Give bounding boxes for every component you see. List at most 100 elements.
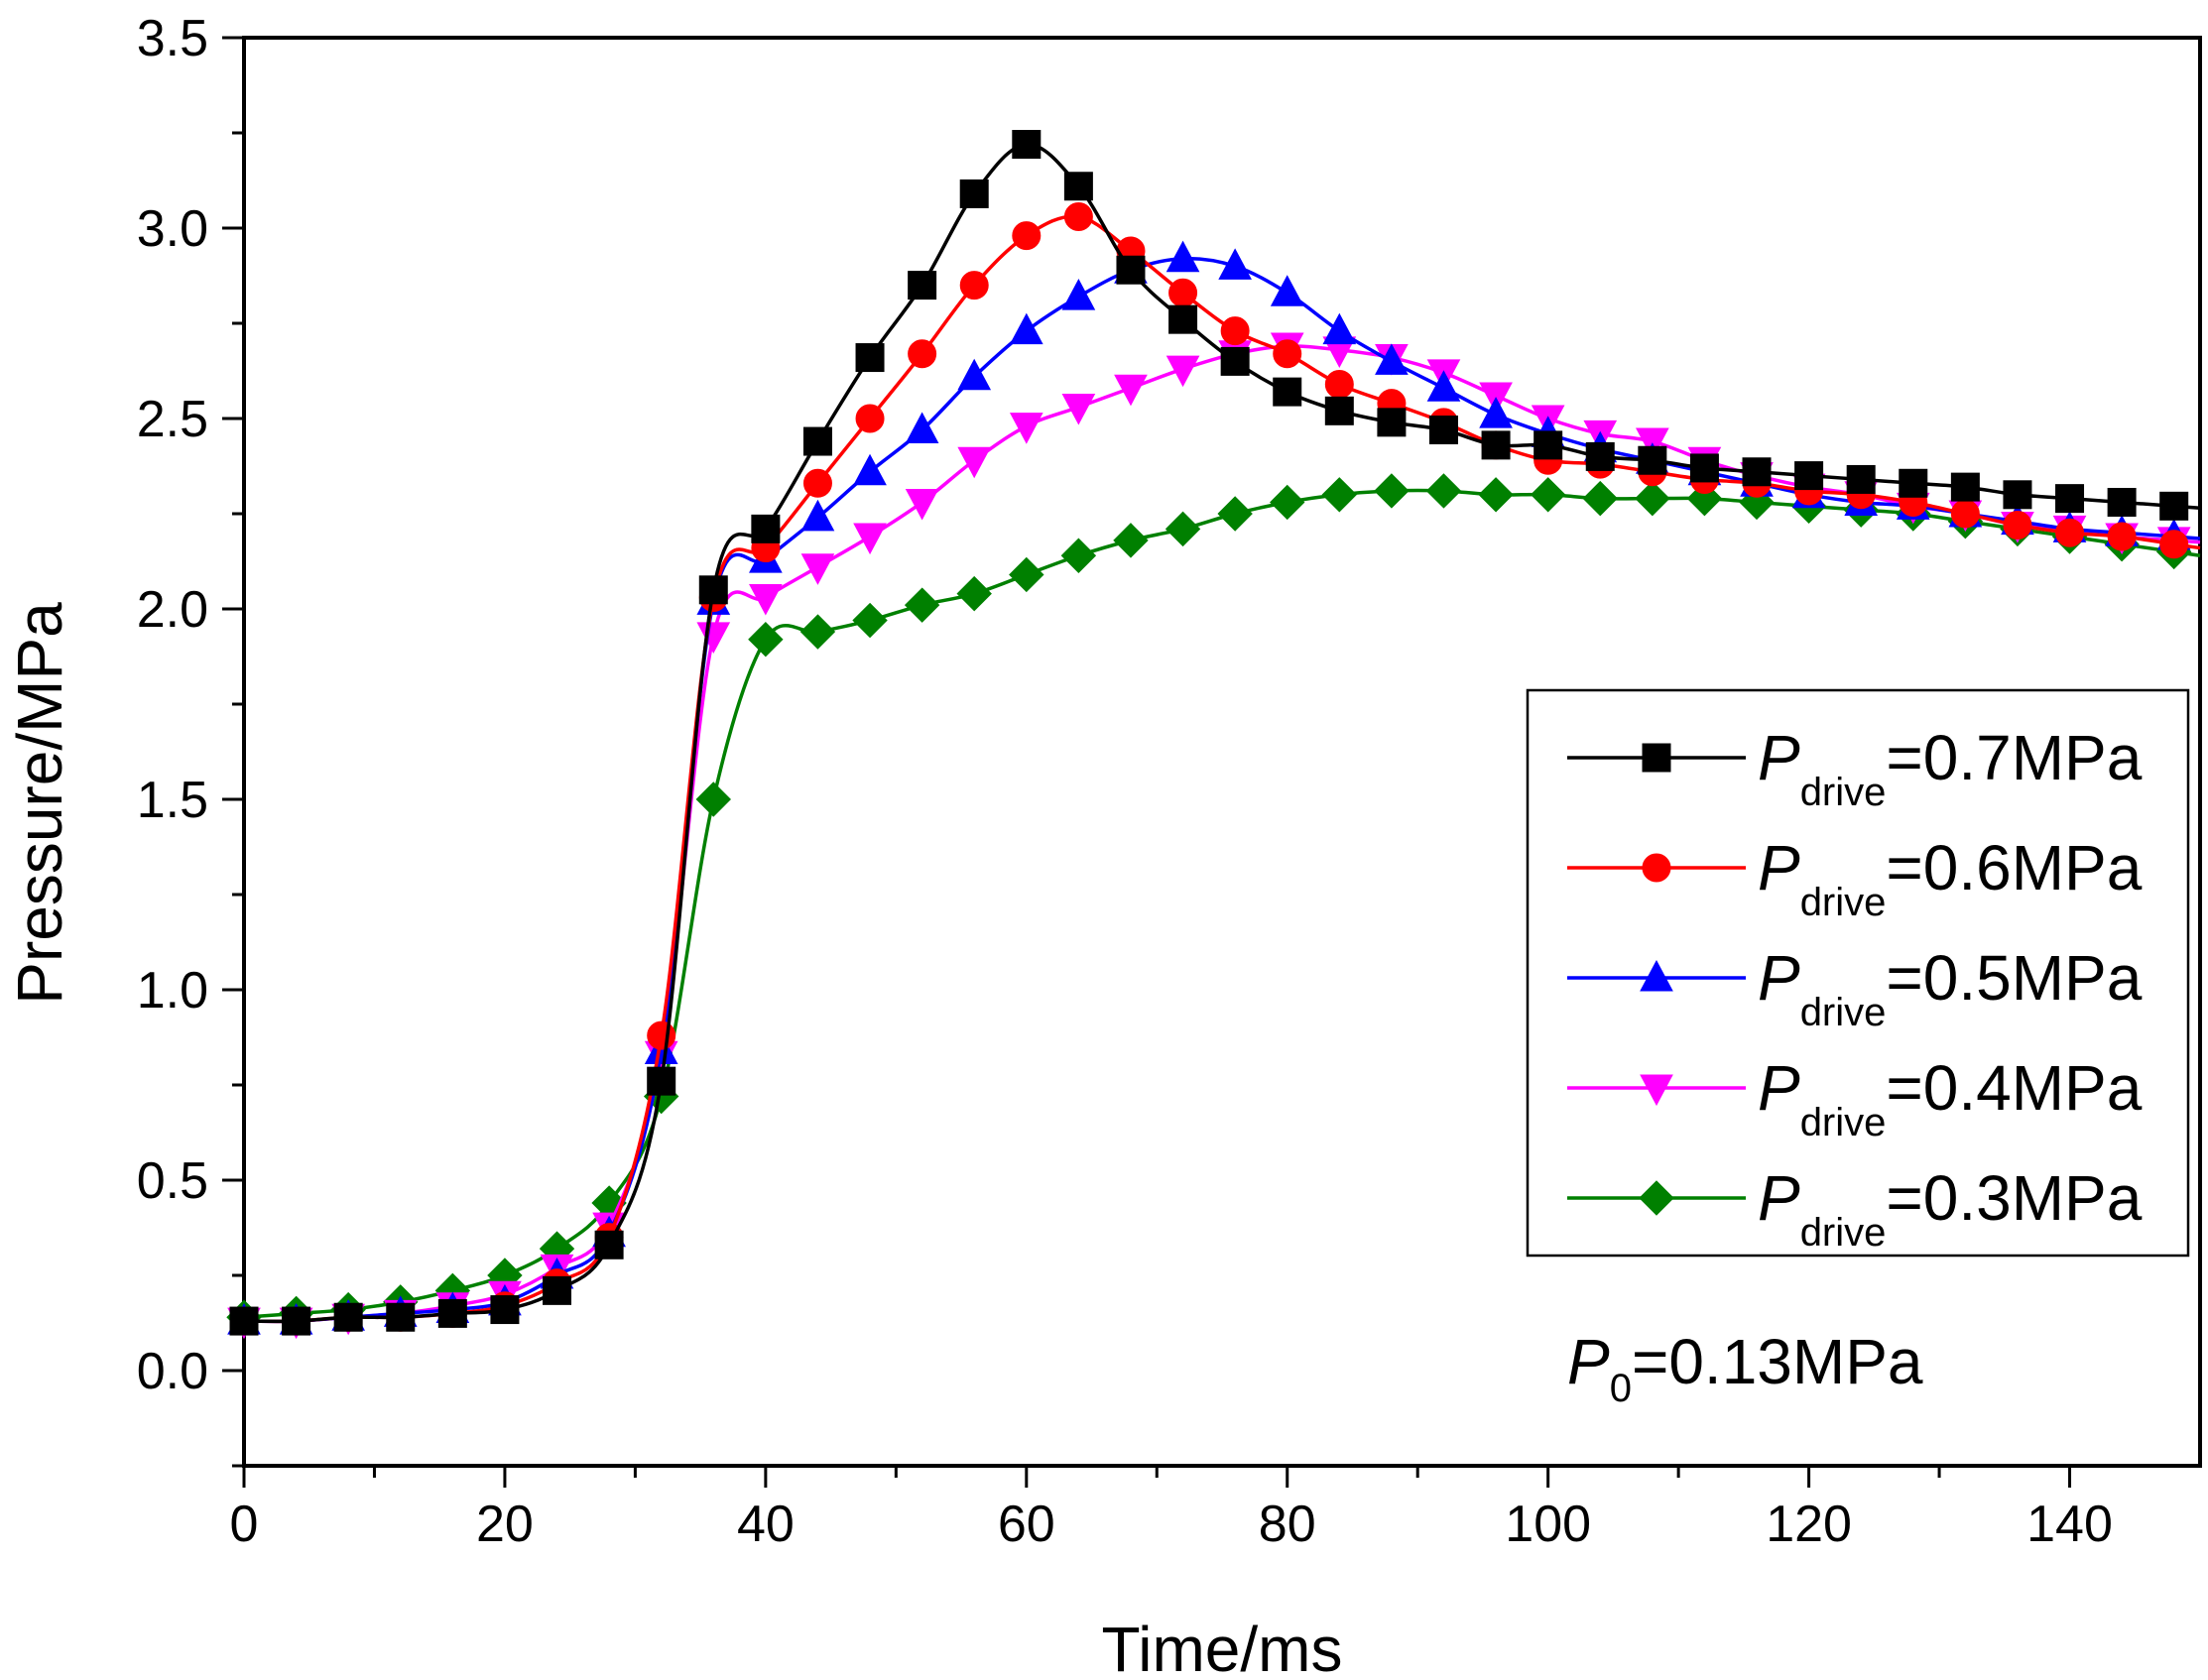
data-point xyxy=(905,488,939,521)
legend-entry: Pdrive=0.4MPa xyxy=(1567,1052,2143,1144)
data-point xyxy=(802,468,832,498)
y-tick-label: 1.5 xyxy=(137,772,208,829)
data-point xyxy=(904,587,940,623)
data-point xyxy=(1321,477,1358,513)
data-point xyxy=(490,1295,520,1325)
data-point xyxy=(1689,453,1719,483)
x-tick-label: 40 xyxy=(737,1496,795,1553)
data-point xyxy=(698,575,728,605)
data-point xyxy=(543,1275,572,1305)
data-point xyxy=(908,271,937,300)
legend-value: =0.4MPa xyxy=(1886,1052,2142,1124)
legend-box xyxy=(1526,688,2190,1258)
data-point xyxy=(1113,523,1149,558)
legend-marker xyxy=(1640,1074,1673,1107)
legend-subscript: drive xyxy=(1800,1211,1887,1255)
data-point xyxy=(2003,480,2032,510)
data-point xyxy=(1324,396,1354,425)
data-point xyxy=(2159,530,2189,559)
data-point xyxy=(1168,278,1198,307)
data-point xyxy=(1846,464,1876,494)
data-point xyxy=(1009,556,1044,593)
data-point xyxy=(1582,480,1618,517)
data-point xyxy=(908,339,937,369)
data-point xyxy=(1009,413,1043,444)
legend-value: =0.6MPa xyxy=(1886,832,2142,903)
data-point xyxy=(1061,279,1096,310)
x-tick-label: 100 xyxy=(1505,1496,1591,1553)
data-point xyxy=(437,1298,467,1328)
data-point xyxy=(1533,430,1563,460)
legend-value: =0.3MPa xyxy=(1886,1162,2142,1234)
data-point xyxy=(1950,472,1980,502)
data-point xyxy=(647,1066,676,1096)
data-point xyxy=(1374,473,1410,509)
x-tick-label: 80 xyxy=(1259,1496,1316,1553)
data-point xyxy=(957,446,992,479)
data-point xyxy=(1116,255,1146,285)
legend-subscript: drive xyxy=(1800,1101,1887,1144)
data-point xyxy=(855,404,885,433)
data-point xyxy=(1425,473,1462,509)
legend-subscript: drive xyxy=(1800,881,1887,924)
y-tick-label: 1.0 xyxy=(137,962,208,1020)
y-axis-title: Pressure/MPa xyxy=(4,602,75,1005)
data-point xyxy=(1220,346,1250,376)
data-point xyxy=(1063,172,1093,201)
data-point xyxy=(1165,240,1200,273)
p0-value: =0.13MPa xyxy=(1632,1326,1923,1397)
y-tick-label: 0.0 xyxy=(137,1343,208,1400)
data-point xyxy=(748,622,784,658)
data-point xyxy=(2107,487,2137,517)
p0-symbol: P xyxy=(1567,1326,1610,1397)
data-point xyxy=(1060,538,1097,573)
data-point xyxy=(647,1020,676,1050)
legend-symbol: P xyxy=(1758,722,1800,793)
data-point xyxy=(800,553,835,585)
legend-label: Pdrive=0.4MPa xyxy=(1758,1052,2143,1144)
data-point xyxy=(1168,304,1198,334)
legend-label: Pdrive=0.5MPa xyxy=(1758,942,2143,1034)
data-point xyxy=(1270,484,1305,521)
data-point xyxy=(1063,201,1093,231)
legend-label: Pdrive=0.3MPa xyxy=(1758,1162,2143,1255)
y-tick-label: 2.0 xyxy=(137,581,208,639)
data-point xyxy=(1217,496,1253,532)
y-tick-label: 2.5 xyxy=(137,391,208,448)
data-point xyxy=(1012,130,1042,160)
legend-marker xyxy=(1639,1180,1674,1216)
data-point xyxy=(1899,468,1928,498)
x-tick-label: 120 xyxy=(1766,1496,1852,1553)
legend-value: =0.7MPa xyxy=(1886,722,2142,793)
data-point xyxy=(1165,511,1201,547)
data-point xyxy=(2159,491,2189,521)
data-point xyxy=(386,1302,416,1332)
legend-symbol: P xyxy=(1758,942,1800,1014)
legend-label: Pdrive=0.7MPa xyxy=(1758,722,2143,814)
x-axis-title: Time/ms xyxy=(1102,1614,1343,1680)
series-Pdrive=0.7MPa xyxy=(229,130,2201,1336)
legend-entry: Pdrive=0.7MPa xyxy=(1567,722,2143,814)
data-point xyxy=(1638,445,1667,475)
data-point xyxy=(1530,477,1566,513)
data-point xyxy=(959,179,989,208)
data-point xyxy=(695,781,731,817)
legend-symbol: P xyxy=(1758,1052,1800,1124)
data-point xyxy=(749,583,783,616)
data-point xyxy=(800,499,835,532)
data-point xyxy=(1322,312,1357,345)
data-point xyxy=(2107,522,2137,551)
data-point xyxy=(2055,518,2085,547)
legend-marker xyxy=(1642,853,1671,883)
data-point xyxy=(1375,343,1409,375)
data-point xyxy=(1165,355,1200,388)
legend-marker xyxy=(1642,743,1671,773)
y-tick-label: 3.0 xyxy=(137,200,208,258)
data-point xyxy=(1324,369,1354,399)
p0-subscript: 0 xyxy=(1610,1367,1632,1410)
x-tick-label: 60 xyxy=(998,1496,1055,1553)
y-tick-label: 0.5 xyxy=(137,1152,208,1210)
data-point xyxy=(1220,316,1250,346)
data-point xyxy=(852,602,888,639)
